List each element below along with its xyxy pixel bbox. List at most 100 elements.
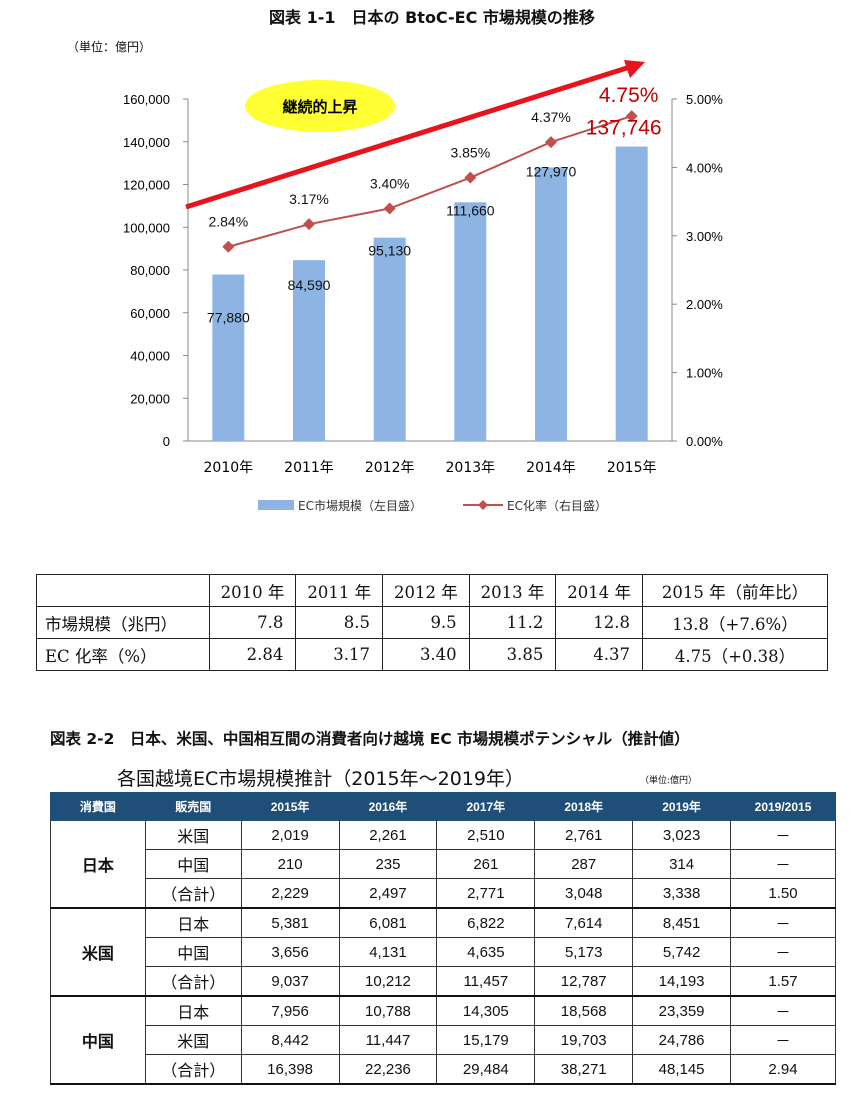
market-value: 23,359 bbox=[632, 995, 732, 1026]
summary-row: 市場規模（兆円） 7.8 8.5 9.5 11.2 12.8 13.8（+7.6%） bbox=[36, 606, 828, 639]
market-value: 287 bbox=[534, 849, 634, 879]
cross-header-row: 消費国 販売国 2015年 2016年 2017年 2018年 2019年 2019/2015 bbox=[50, 792, 836, 821]
x-tick-label: 2014年 bbox=[526, 460, 576, 476]
market-value: 14,193 bbox=[632, 966, 732, 997]
growth-ratio: 1.57 bbox=[730, 966, 836, 997]
ec-rate-label: 3.17% bbox=[289, 191, 329, 207]
summary-cell: 12.8 bbox=[555, 606, 643, 639]
summary-row-label: EC 化率（%） bbox=[36, 638, 210, 671]
x-tick-label: 2015年 bbox=[607, 460, 657, 476]
summary-header-row: 2010 年 2011 年 2012 年 2013 年 2014 年 2015 年（前年比… bbox=[36, 574, 828, 607]
summary-header-cell: 2015 年（前年比） bbox=[642, 574, 828, 607]
ec-rate-line bbox=[228, 115, 632, 248]
left-tick-label: 0 bbox=[163, 434, 170, 449]
cross-header-cell: 2016年 bbox=[338, 792, 438, 821]
ec-rate-marker-2013年 bbox=[464, 171, 477, 184]
growth-ratio: － bbox=[730, 1025, 836, 1055]
bar-value-label: 84,590 bbox=[288, 277, 331, 293]
summary-cell: 4.37 bbox=[555, 638, 643, 671]
market-value: 3,338 bbox=[632, 878, 732, 909]
ec-rate-label: 4.37% bbox=[531, 109, 571, 125]
summary-cell: 9.5 bbox=[382, 606, 470, 639]
left-tick-label: 160,000 bbox=[123, 92, 170, 107]
seller-country: （合計） bbox=[144, 966, 242, 997]
bar-value-label: 127,970 bbox=[526, 163, 577, 179]
figure2-unit: （単位:億円） bbox=[640, 776, 698, 786]
market-value: 2,229 bbox=[240, 878, 340, 909]
table-row: 米国 8,442 11,447 15,179 19,703 24,786 － bbox=[51, 1025, 836, 1055]
market-value: 15,179 bbox=[436, 1025, 536, 1055]
bar-2013年 bbox=[454, 202, 487, 441]
summary-cell: 11.2 bbox=[468, 606, 557, 639]
bar-2014年 bbox=[535, 167, 567, 442]
left-tick-label: 40,000 bbox=[130, 349, 170, 364]
cross-header-cell: 消費国 bbox=[50, 792, 146, 821]
market-value: 2,771 bbox=[436, 878, 536, 909]
right-tick-label: 1.00% bbox=[686, 366, 723, 381]
market-value: 5,173 bbox=[534, 937, 634, 967]
left-tick-label: 120,000 bbox=[123, 178, 170, 193]
bar-value-label: 77,880 bbox=[207, 310, 250, 326]
right-tick-label: 5.00% bbox=[686, 92, 723, 107]
growth-ratio: 1.50 bbox=[730, 878, 836, 909]
ec-rate-label: 2.84% bbox=[208, 214, 248, 230]
market-value: 22,236 bbox=[338, 1054, 438, 1085]
summary-header-cell: 2012 年 bbox=[382, 574, 470, 607]
market-value: 38,271 bbox=[534, 1054, 634, 1085]
market-value: 7,614 bbox=[534, 907, 634, 938]
table-row: （合計） 16,398 22,236 29,484 38,271 48,145 2.94 bbox=[51, 1054, 836, 1085]
table-row: 中国 210 235 261 287 314 － bbox=[51, 849, 836, 879]
bar-value-label: 111,660 bbox=[446, 202, 495, 218]
market-value: 261 bbox=[436, 849, 536, 879]
consumer-country: 日本 bbox=[50, 820, 146, 909]
market-value: 7,956 bbox=[240, 995, 340, 1026]
cross-header-cell: 2018年 bbox=[534, 792, 634, 821]
figure2-title: 図表 2-2 日本、米国、中国相互間の消費者向け越境 EC 市場規模ポテンシャル… bbox=[50, 730, 690, 748]
growth-ratio: － bbox=[730, 849, 836, 879]
growth-ratio: － bbox=[730, 820, 836, 850]
cross-header-cell: 2019年 bbox=[632, 792, 732, 821]
market-value: 2,510 bbox=[436, 820, 536, 850]
summary-cell: 2.84 bbox=[208, 638, 297, 671]
ec-rate-marker-2014年 bbox=[545, 136, 557, 149]
market-value: 5,381 bbox=[240, 907, 340, 938]
market-value: 10,212 bbox=[338, 966, 438, 997]
cross-header-cell: 2017年 bbox=[436, 792, 536, 821]
legend-bar-swatch bbox=[258, 500, 294, 510]
market-value: 16,398 bbox=[240, 1054, 340, 1085]
summary-row: EC 化率（%） 2.84 3.17 3.40 3.85 4.37 4.75（+0.38） bbox=[36, 638, 828, 671]
summary-cell: 13.8（+7.6%） bbox=[642, 606, 828, 639]
summary-header-cell: 2010 年 bbox=[208, 574, 297, 607]
market-value: 48,145 bbox=[632, 1054, 732, 1085]
table-row: 中国 日本 7,956 10,788 14,305 18,568 23,359 － bbox=[50, 995, 836, 1085]
bar-value-label: 95,130 bbox=[368, 243, 411, 259]
market-value: 6,081 bbox=[338, 907, 438, 938]
summary-header-cell bbox=[36, 574, 210, 607]
market-value: 14,305 bbox=[436, 995, 536, 1026]
right-tick-label: 4.00% bbox=[686, 160, 723, 175]
ec-rate-label: 3.85% bbox=[450, 145, 490, 161]
bar-2010年 bbox=[212, 274, 245, 441]
growth-ratio: 2.94 bbox=[730, 1054, 836, 1085]
market-value: 8,451 bbox=[632, 907, 732, 938]
market-value: 6,822 bbox=[436, 907, 536, 938]
table-row: 米国 日本 5,381 6,081 6,822 7,614 8,451 － bbox=[50, 907, 836, 997]
summary-header-cell: 2014 年 bbox=[555, 574, 643, 607]
cross-border-table: 消費国 販売国 2015年 2016年 2017年 2018年 2019年 2019/2015… bbox=[50, 792, 836, 1085]
market-value: 3,048 bbox=[534, 878, 634, 909]
consumer-country: 米国 bbox=[50, 907, 146, 997]
market-value: 2,261 bbox=[338, 820, 438, 850]
bar-2015年 bbox=[615, 146, 648, 441]
right-tick-label: 0.00% bbox=[686, 434, 723, 449]
seller-country: （合計） bbox=[144, 878, 242, 909]
right-tick-label: 3.00% bbox=[686, 229, 723, 244]
market-value: 19,703 bbox=[534, 1025, 634, 1055]
market-value: 235 bbox=[338, 849, 438, 879]
market-value: 4,635 bbox=[436, 937, 536, 967]
consumer-country: 中国 bbox=[50, 995, 146, 1085]
summary-table: 2010 年 2011 年 2012 年 2013 年 2014 年 2015 年（前年比… bbox=[36, 574, 828, 671]
ec-rate-marker-2011年 bbox=[303, 218, 315, 231]
ec-rate-marker-2010年 bbox=[222, 240, 235, 253]
left-tick-label: 60,000 bbox=[130, 306, 170, 321]
annotation-ellipse bbox=[245, 80, 395, 132]
